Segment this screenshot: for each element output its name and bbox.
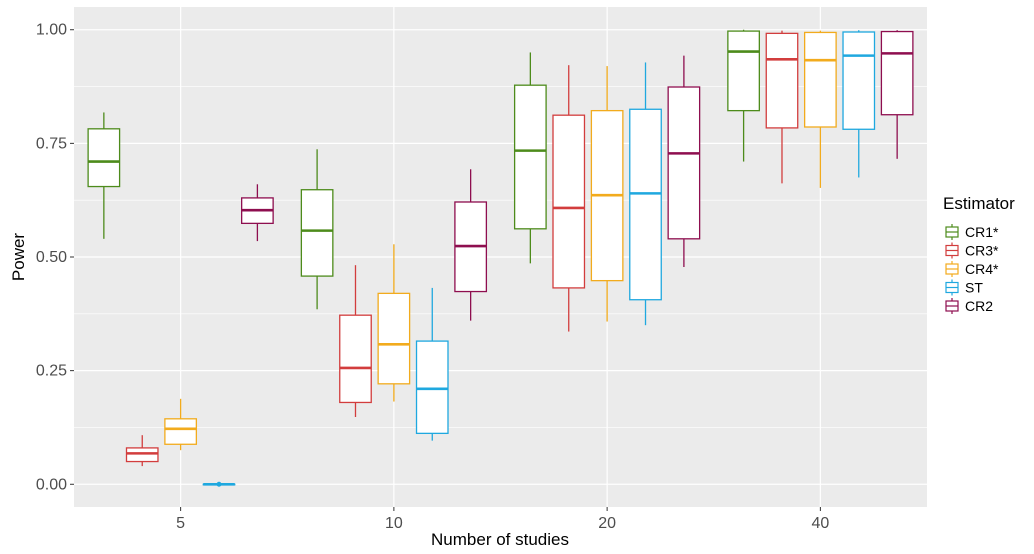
box-cr4-star-20 xyxy=(590,66,624,322)
box-body xyxy=(803,31,837,128)
box-st-5 xyxy=(202,481,236,487)
legend: Estimator CR1* CR3* CR4* ST CR2 xyxy=(943,194,1015,314)
box-body xyxy=(87,128,121,188)
box-st-40 xyxy=(842,30,876,178)
y-tick-label: 0.00 xyxy=(36,476,67,493)
box-st-10 xyxy=(415,287,449,441)
box-cr1-star-5 xyxy=(87,112,121,239)
box-body xyxy=(667,86,701,240)
box-body xyxy=(880,30,914,116)
box-body xyxy=(629,108,662,301)
box-cr3-star-10 xyxy=(339,265,372,417)
box-body xyxy=(339,314,372,404)
legend-title: Estimator xyxy=(943,194,1015,213)
box-cr4-star-40 xyxy=(803,30,837,188)
box-body xyxy=(842,31,876,130)
legend-item-cr1-star: CR1* xyxy=(945,224,999,240)
box-cr2-20 xyxy=(667,55,701,267)
box-cr1-star-40 xyxy=(727,29,760,162)
legend-label: CR3* xyxy=(965,243,999,259)
box-body xyxy=(765,32,799,129)
x-tick-label: 20 xyxy=(598,515,616,532)
box-cr3-star-20 xyxy=(552,65,586,332)
legend-item-st: ST xyxy=(945,279,983,296)
x-axis: 5 10 20 40 xyxy=(176,507,829,532)
box-body xyxy=(513,84,547,230)
box-cr4-star-10 xyxy=(377,244,411,402)
box-body xyxy=(164,418,198,445)
point xyxy=(216,481,222,487)
legend-item-cr3-star: CR3* xyxy=(945,242,999,259)
x-tick-label: 10 xyxy=(385,515,403,532)
legend-item-cr2: CR2 xyxy=(945,298,993,314)
box-body xyxy=(377,292,411,385)
box-body xyxy=(125,447,159,463)
x-tick-label: 5 xyxy=(176,515,185,532)
box-body xyxy=(415,340,449,435)
y-tick-label: 0.50 xyxy=(36,249,67,266)
legend-label: CR4* xyxy=(965,261,999,277)
legend-label: CR2 xyxy=(965,298,993,314)
y-axis-title: Power xyxy=(9,233,28,282)
x-axis-title: Number of studies xyxy=(431,530,569,549)
box-cr3-star-5 xyxy=(125,435,159,467)
legend-label: CR1* xyxy=(965,224,999,240)
box-cr2-40 xyxy=(880,30,914,159)
box-cr3-star-40 xyxy=(765,30,799,184)
y-tick-label: 1.00 xyxy=(36,22,67,39)
box-cr2-5 xyxy=(241,184,274,242)
y-tick-label: 0.75 xyxy=(36,135,67,152)
box-cr1-star-20 xyxy=(513,52,547,264)
legend-label: ST xyxy=(965,280,983,296)
box-body xyxy=(300,189,334,277)
y-tick-label: 0.25 xyxy=(36,363,67,380)
box-st-20 xyxy=(629,62,662,326)
box-body xyxy=(727,30,760,112)
box-cr2-10 xyxy=(454,169,488,321)
x-tick-label: 40 xyxy=(811,515,829,532)
box-cr4-star-5 xyxy=(164,398,198,451)
box-cr1-star-10 xyxy=(300,149,334,310)
box-body xyxy=(552,114,586,289)
y-axis: 0.00 0.25 0.50 0.75 1.00 xyxy=(36,22,74,493)
legend-item-cr4-star: CR4* xyxy=(945,261,999,277)
box-layer xyxy=(87,29,914,487)
